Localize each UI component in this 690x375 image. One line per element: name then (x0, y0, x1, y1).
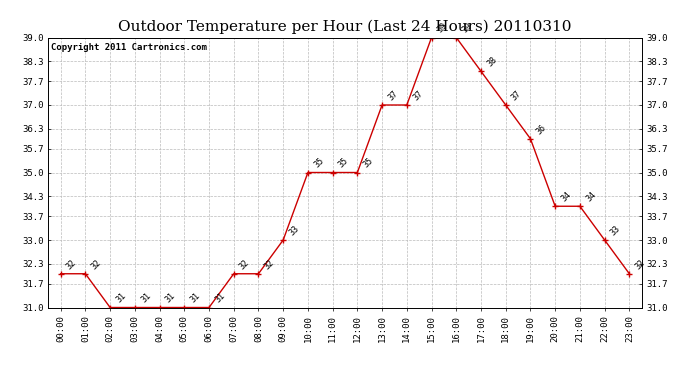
Text: 39: 39 (435, 21, 449, 35)
Text: 33: 33 (609, 224, 622, 237)
Text: 31: 31 (164, 291, 177, 305)
Text: 34: 34 (560, 190, 573, 204)
Title: Outdoor Temperature per Hour (Last 24 Hours) 20110310: Outdoor Temperature per Hour (Last 24 Ho… (118, 19, 572, 33)
Text: 35: 35 (362, 156, 375, 170)
Text: Copyright 2011 Cartronics.com: Copyright 2011 Cartronics.com (51, 43, 207, 52)
Text: 37: 37 (411, 89, 424, 102)
Text: 32: 32 (90, 258, 103, 271)
Text: 31: 31 (115, 291, 128, 305)
Text: 32: 32 (263, 258, 276, 271)
Text: 35: 35 (337, 156, 351, 170)
Text: 33: 33 (287, 224, 301, 237)
Text: 31: 31 (139, 291, 152, 305)
Text: 37: 37 (386, 89, 400, 102)
Text: 32: 32 (633, 258, 647, 271)
Text: 35: 35 (312, 156, 326, 170)
Text: 34: 34 (584, 190, 598, 204)
Text: 38: 38 (485, 55, 499, 69)
Text: 31: 31 (213, 291, 226, 305)
Text: 36: 36 (535, 123, 548, 136)
Text: 39: 39 (460, 21, 474, 35)
Text: 31: 31 (188, 291, 202, 305)
Text: 32: 32 (65, 258, 78, 271)
Text: 32: 32 (238, 258, 251, 271)
Text: 37: 37 (510, 89, 523, 102)
